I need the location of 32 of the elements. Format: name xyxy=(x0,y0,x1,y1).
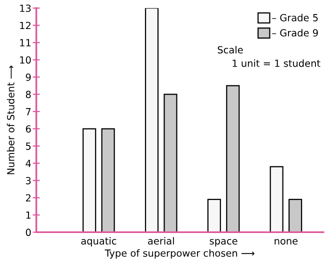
x-tick-label: aerial xyxy=(148,237,174,245)
legend-label: – Grade 5 xyxy=(272,14,318,22)
x-tick-label: space xyxy=(210,239,238,246)
y-tick-label: 2 xyxy=(26,194,30,202)
bar xyxy=(164,94,178,232)
y-tick-label: 7 xyxy=(26,108,31,116)
y-tick-label: 6 xyxy=(26,125,31,133)
legend-label: – Grade 9 xyxy=(272,28,318,37)
y-axis-title: Number of Student ⟶ xyxy=(6,66,14,174)
x-tick-label: none xyxy=(274,239,298,245)
y-tick-label: 8 xyxy=(26,90,31,98)
annotation: Scale xyxy=(218,46,243,54)
y-tick-label: 1 xyxy=(26,212,31,219)
bar xyxy=(82,128,96,232)
y-tick-label: 3 xyxy=(26,176,31,184)
y-tick-label: 5 xyxy=(26,142,31,150)
y-tick-label: 11 xyxy=(20,39,31,46)
y-tick-label: 4 xyxy=(26,160,31,167)
bar xyxy=(288,198,302,232)
bar xyxy=(101,128,115,232)
x-axis-title: Type of superpower chosen ⟶ xyxy=(104,249,254,259)
annotation: 1 unit = 1 student xyxy=(232,59,320,67)
y-tick-label: 10 xyxy=(20,56,31,64)
y-tick-label: 9 xyxy=(26,74,31,81)
bar xyxy=(226,85,240,232)
bar xyxy=(144,8,159,232)
bar xyxy=(207,198,221,232)
bar xyxy=(270,166,284,232)
y-tick-label: 13 xyxy=(20,4,31,12)
y-tick-label: 12 xyxy=(20,22,30,30)
x-tick-label: aquatic xyxy=(81,237,116,246)
y-tick-label: 0 xyxy=(26,228,31,236)
